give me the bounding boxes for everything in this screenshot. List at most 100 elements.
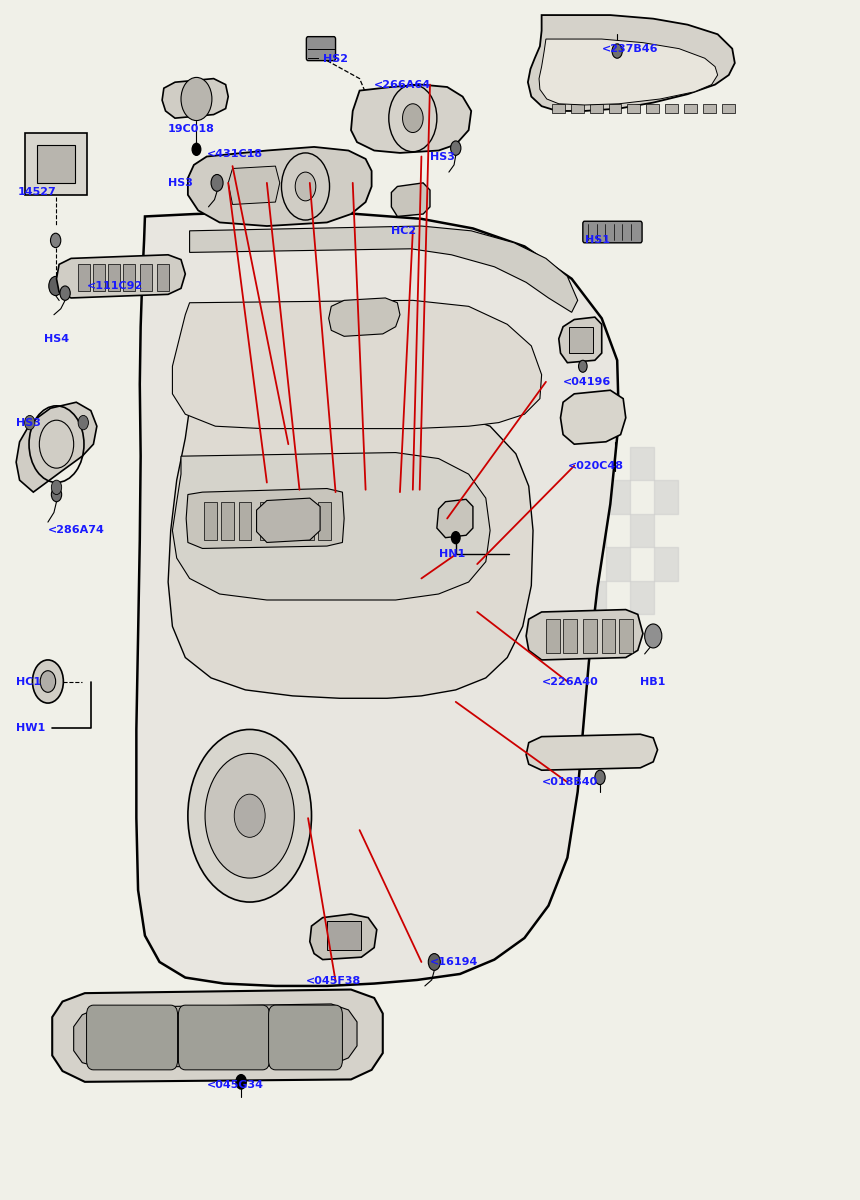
Bar [318, 502, 331, 540]
Polygon shape [528, 16, 734, 110]
Bar [590, 103, 603, 113]
Circle shape [51, 233, 61, 247]
Bar [582, 446, 606, 480]
Polygon shape [228, 166, 280, 204]
Bar [301, 502, 314, 540]
FancyBboxPatch shape [178, 1006, 269, 1070]
Bar [37, 144, 75, 182]
Text: 14527: 14527 [18, 187, 57, 198]
Circle shape [205, 754, 294, 878]
Bar [546, 619, 560, 653]
Polygon shape [74, 1004, 357, 1068]
Text: <16194: <16194 [430, 956, 478, 967]
Polygon shape [391, 182, 430, 216]
Bar [25, 132, 87, 194]
Text: HS4: HS4 [44, 334, 69, 343]
FancyBboxPatch shape [306, 37, 335, 61]
Bar [630, 446, 654, 480]
Polygon shape [187, 146, 372, 226]
Bar [630, 514, 654, 547]
Polygon shape [57, 254, 185, 298]
Text: 19C018: 19C018 [168, 124, 215, 134]
Circle shape [402, 103, 423, 132]
Circle shape [295, 172, 316, 200]
Bar [558, 480, 582, 514]
Bar [124, 264, 136, 290]
Polygon shape [310, 914, 377, 960]
Polygon shape [526, 610, 643, 660]
Bar [238, 502, 251, 540]
Bar [534, 581, 558, 614]
Bar [534, 514, 558, 547]
Polygon shape [172, 452, 490, 600]
FancyBboxPatch shape [87, 1006, 177, 1070]
Text: scuderia: scuderia [283, 534, 577, 594]
Polygon shape [16, 402, 97, 492]
Circle shape [78, 415, 89, 430]
Text: <020C48: <020C48 [568, 461, 624, 470]
Text: <266A64: <266A64 [374, 79, 432, 90]
Circle shape [60, 286, 71, 300]
Text: HB1: HB1 [641, 677, 666, 686]
Circle shape [451, 140, 461, 155]
Bar [281, 502, 294, 540]
Bar [606, 480, 630, 514]
Circle shape [187, 730, 311, 902]
Bar [582, 581, 606, 614]
Circle shape [211, 174, 223, 191]
Bar [558, 547, 582, 581]
Circle shape [612, 44, 623, 59]
Circle shape [452, 532, 460, 544]
Bar [569, 326, 593, 353]
Circle shape [236, 1075, 246, 1090]
Bar [722, 103, 734, 113]
Bar [204, 502, 217, 540]
Bar [563, 619, 577, 653]
Circle shape [645, 624, 662, 648]
Bar [486, 514, 510, 547]
Polygon shape [163, 79, 228, 118]
Text: <04196: <04196 [563, 377, 611, 386]
Bar [108, 264, 120, 290]
Circle shape [595, 770, 605, 785]
Circle shape [40, 671, 56, 692]
Bar [94, 264, 106, 290]
Bar [221, 502, 234, 540]
Text: <237B46: <237B46 [602, 43, 658, 54]
Circle shape [234, 794, 265, 838]
Bar [510, 480, 534, 514]
Circle shape [428, 954, 440, 971]
Text: HS3: HS3 [168, 178, 193, 188]
Text: HC1: HC1 [16, 677, 41, 686]
Bar [606, 547, 630, 581]
Polygon shape [329, 298, 400, 336]
Text: HN1: HN1 [439, 550, 465, 559]
Bar [666, 103, 679, 113]
Bar [654, 480, 679, 514]
Polygon shape [137, 210, 619, 986]
Polygon shape [168, 406, 533, 698]
Bar [628, 103, 641, 113]
Text: <431C18: <431C18 [206, 149, 263, 160]
Circle shape [192, 143, 200, 155]
FancyBboxPatch shape [583, 221, 642, 242]
Circle shape [579, 360, 587, 372]
Polygon shape [189, 226, 578, 312]
Circle shape [181, 78, 212, 120]
Circle shape [49, 276, 63, 295]
Circle shape [52, 487, 62, 502]
Bar [630, 581, 654, 614]
Bar [140, 264, 152, 290]
Bar [619, 619, 633, 653]
Bar [582, 514, 606, 547]
Bar [157, 264, 169, 290]
Text: <286A74: <286A74 [48, 526, 105, 535]
Circle shape [25, 415, 35, 430]
Bar [486, 581, 510, 614]
Text: HS3: HS3 [430, 151, 455, 162]
Text: HS2: HS2 [322, 54, 347, 65]
Polygon shape [172, 300, 542, 428]
Text: HC2: HC2 [391, 226, 416, 236]
Bar [510, 547, 534, 581]
Text: HS1: HS1 [585, 235, 610, 246]
